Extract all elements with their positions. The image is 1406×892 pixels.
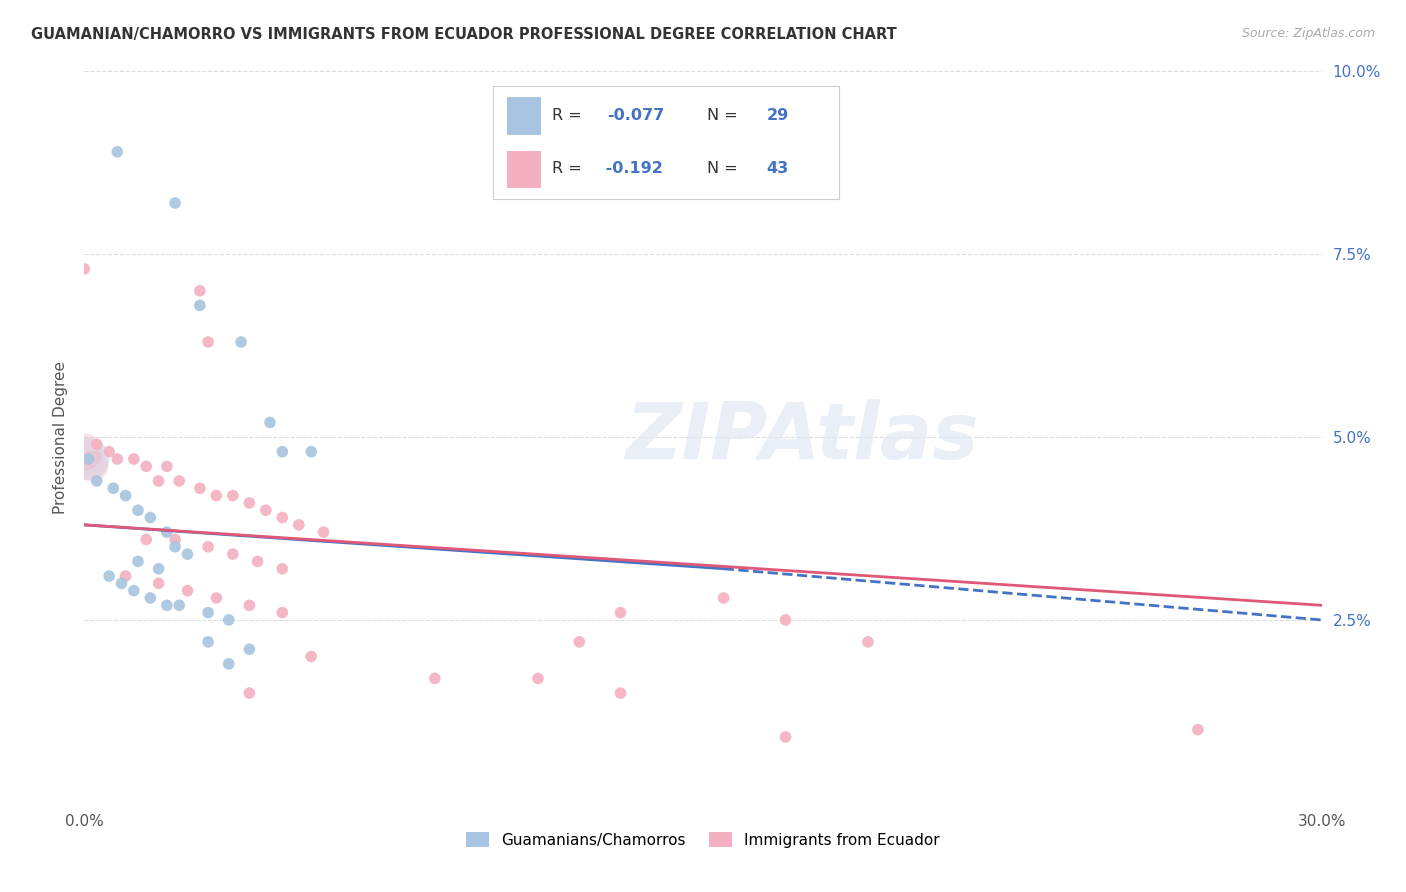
Point — [299, 444, 322, 458]
Point — [127, 554, 149, 568]
Point — [775, 613, 797, 627]
Point — [238, 496, 260, 510]
Point — [148, 562, 170, 576]
Point — [527, 672, 550, 686]
Point — [114, 489, 136, 503]
Point — [218, 613, 240, 627]
Point — [197, 635, 219, 649]
Point — [73, 261, 96, 276]
Point — [271, 562, 294, 576]
Point — [148, 576, 170, 591]
Point — [713, 591, 735, 605]
Point — [86, 474, 108, 488]
Point — [103, 481, 125, 495]
Point — [135, 459, 157, 474]
Point — [423, 672, 446, 686]
Text: Source: ZipAtlas.com: Source: ZipAtlas.com — [1241, 27, 1375, 40]
Point — [135, 533, 157, 547]
Point — [156, 599, 179, 613]
Point — [98, 444, 121, 458]
Point — [167, 474, 190, 488]
Point — [856, 635, 879, 649]
Point — [218, 657, 240, 671]
Point — [77, 452, 100, 467]
Point — [86, 437, 108, 451]
Point — [222, 489, 245, 503]
Point — [238, 642, 260, 657]
Point — [110, 576, 132, 591]
Point — [73, 444, 96, 458]
Point — [197, 334, 219, 349]
Point — [775, 730, 797, 744]
Point — [197, 540, 219, 554]
Point — [197, 606, 219, 620]
Point — [77, 452, 100, 467]
Point — [271, 444, 294, 458]
Point — [105, 452, 128, 467]
Point — [609, 606, 631, 620]
Point — [127, 503, 149, 517]
Legend: Guamanians/Chamorros, Immigrants from Ecuador: Guamanians/Chamorros, Immigrants from Ec… — [460, 825, 946, 854]
Point — [254, 503, 277, 517]
Point — [205, 591, 228, 605]
Point — [176, 547, 198, 561]
Point — [82, 459, 104, 474]
Point — [105, 145, 128, 159]
Text: GUAMANIAN/CHAMORRO VS IMMIGRANTS FROM ECUADOR PROFESSIONAL DEGREE CORRELATION CH: GUAMANIAN/CHAMORRO VS IMMIGRANTS FROM EC… — [31, 27, 897, 42]
Point — [271, 606, 294, 620]
Point — [299, 649, 322, 664]
Point — [167, 599, 190, 613]
Point — [188, 284, 211, 298]
Point — [205, 489, 228, 503]
Y-axis label: Professional Degree: Professional Degree — [53, 360, 69, 514]
Point — [188, 481, 211, 495]
Point — [156, 525, 179, 540]
Point — [114, 569, 136, 583]
Text: ZIPAtlas: ZIPAtlas — [626, 399, 979, 475]
Point — [122, 452, 145, 467]
Point — [568, 635, 591, 649]
Point — [271, 510, 294, 524]
Point — [165, 196, 187, 211]
Point — [188, 298, 211, 312]
Point — [259, 416, 281, 430]
Point — [165, 540, 187, 554]
Point — [165, 533, 187, 547]
Point — [176, 583, 198, 598]
Point — [609, 686, 631, 700]
Point — [246, 554, 269, 568]
Point — [222, 547, 245, 561]
Point — [148, 474, 170, 488]
Point — [288, 517, 311, 532]
Point — [1187, 723, 1209, 737]
Point — [156, 459, 179, 474]
Point — [312, 525, 335, 540]
Point — [229, 334, 252, 349]
Point — [238, 599, 260, 613]
Point — [139, 510, 162, 524]
Point — [238, 686, 260, 700]
Point — [98, 569, 121, 583]
Point — [122, 583, 145, 598]
Point — [139, 591, 162, 605]
